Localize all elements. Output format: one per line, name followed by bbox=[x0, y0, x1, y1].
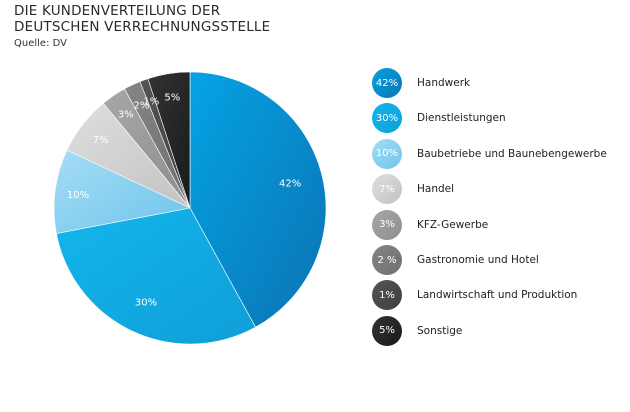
legend-swatch: 3% bbox=[372, 209, 402, 240]
legend-label: Handwerk bbox=[417, 77, 471, 89]
legend-label: Handel bbox=[417, 183, 455, 196]
legend-item-gastronomie-und-hotel: 2 % Gastronomie und Hotel bbox=[372, 245, 539, 275]
legend-swatch: 2 % bbox=[372, 245, 402, 275]
pie-slice-baubetriebe-und-baunebengewerbe bbox=[53, 149, 191, 234]
legend-swatch: 30% bbox=[372, 103, 402, 134]
pie-slice-labels: 42% 30% 10% 7% 3%2%1% 5% bbox=[67, 93, 301, 309]
legend-label: Landwirtschaft und Produktion bbox=[417, 289, 578, 302]
pie-slice-label-landwirtschaft-und-produktion: 1% bbox=[143, 97, 159, 108]
legend-item-sonstige: 5% Sonstige bbox=[372, 315, 463, 346]
pie-slice-label-handel: 7% bbox=[93, 135, 109, 146]
chart-title-line-2: DEUTSCHEN VERRECHNUNGSSTELLE bbox=[14, 19, 271, 35]
legend-swatch: 10% bbox=[372, 138, 402, 169]
legend-item-baubetriebe-und-baunebengewerbe: 10% Baubetriebe und Baunebengewerbe bbox=[372, 138, 607, 169]
legend-item-handwerk: 42% Handwerk bbox=[372, 68, 470, 98]
legend-label: KFZ-Gewerbe bbox=[417, 218, 489, 231]
legend-label: Dienstleistungen bbox=[417, 112, 506, 125]
pie-slice-sonstige bbox=[147, 71, 191, 209]
legend-swatch: 1% bbox=[372, 280, 402, 311]
pie-slice-handwerk bbox=[189, 71, 327, 328]
pie-slice-label-dienstleistungen: 30% bbox=[135, 298, 157, 309]
legend-swatch: 42% bbox=[372, 68, 402, 98]
legend-label: Gastronomie und Hotel bbox=[417, 254, 539, 266]
pie-slices bbox=[53, 71, 327, 345]
chart-title: DIE KUNDENVERTEILUNG DER DEUTSCHEN VERRE… bbox=[14, 3, 270, 35]
pie-slice-label-gastronomie-und-hotel: 2% bbox=[133, 101, 149, 112]
legend-swatch: 7% bbox=[372, 174, 402, 205]
legend-swatch: 5% bbox=[372, 315, 402, 346]
pie-slice-dienstleistungen bbox=[56, 207, 256, 345]
legend-item-landwirtschaft-und-produktion: 1% Landwirtschaft und Produktion bbox=[372, 280, 578, 311]
legend-item-handel: 7% Handel bbox=[372, 174, 455, 205]
legend-label: Baubetriebe und Baunebengewerbe bbox=[417, 147, 607, 160]
legend-item-kfz-gewerbe: 3% KFZ-Gewerbe bbox=[372, 209, 489, 240]
legend-label: Sonstige bbox=[417, 324, 463, 337]
pie-slice-label-baubetriebe-und-baunebengewerbe: 10% bbox=[67, 190, 89, 201]
chart-source: Quelle: DV bbox=[14, 38, 67, 49]
pie-slice-label-sonstige: 5% bbox=[164, 93, 180, 104]
pie-slice-label-handwerk: 42% bbox=[279, 178, 301, 189]
legend-item-dienstleistungen: 30% Dienstleistungen bbox=[372, 103, 506, 134]
chart-title-line-1: DIE KUNDENVERTEILUNG DER bbox=[14, 3, 221, 19]
pie-slice-label-kfz-gewerbe: 3% bbox=[118, 110, 134, 121]
